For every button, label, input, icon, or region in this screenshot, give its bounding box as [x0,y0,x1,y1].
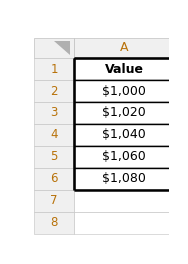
Bar [74,124,174,146]
Bar [34,124,74,146]
Text: 4: 4 [50,129,58,142]
Text: 6: 6 [50,172,58,185]
Text: 2: 2 [50,84,58,97]
Text: 8: 8 [50,216,58,229]
Bar [74,102,174,124]
Text: 3: 3 [50,106,58,120]
Polygon shape [54,41,70,55]
Bar [34,146,74,168]
Text: $1,040: $1,040 [102,129,146,142]
Text: $1,000: $1,000 [102,84,146,97]
Bar [74,146,174,168]
Bar [34,102,74,124]
Text: Value: Value [105,63,143,76]
Bar [74,80,174,102]
Bar [34,80,74,102]
Text: 7: 7 [50,194,58,207]
Text: $1,020: $1,020 [102,106,146,120]
Bar [34,168,74,190]
Bar [74,212,174,234]
Text: 1: 1 [50,63,58,76]
Bar [34,212,74,234]
Bar [34,190,74,212]
Bar [74,168,174,190]
Bar [34,58,74,80]
Bar [74,190,174,212]
Text: $1,080: $1,080 [102,172,146,185]
Text: 5: 5 [50,150,58,163]
Text: A: A [120,41,128,54]
Bar [34,38,74,58]
Bar [74,38,174,58]
Bar [74,58,174,80]
Text: $1,060: $1,060 [102,150,146,163]
